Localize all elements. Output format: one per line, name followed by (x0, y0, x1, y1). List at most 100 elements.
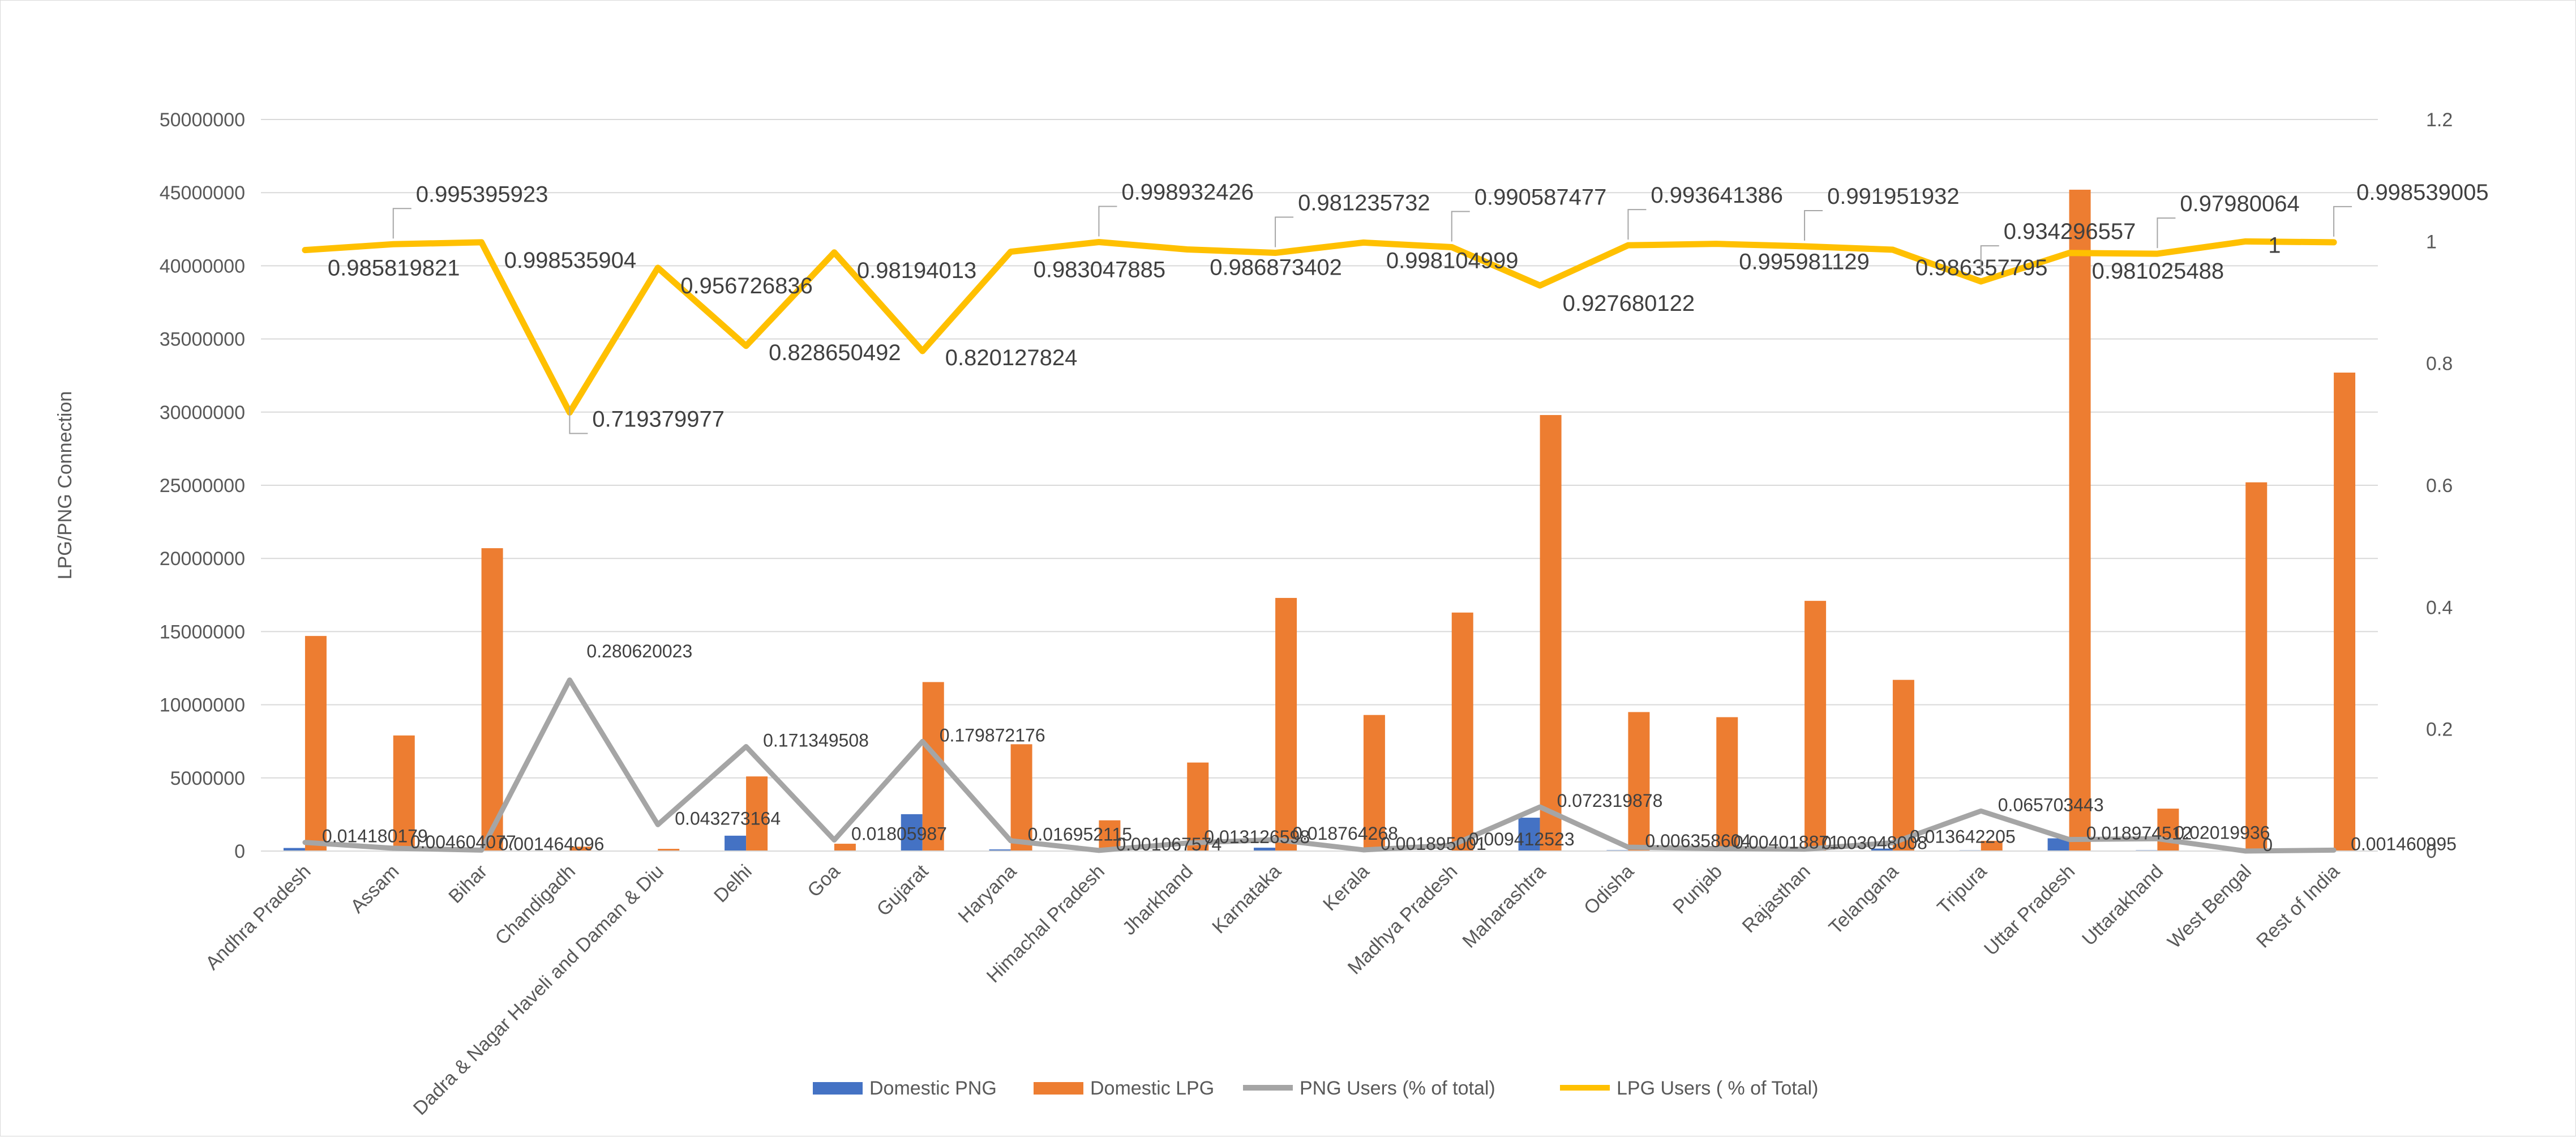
left-tick-label: 30000000 (160, 402, 245, 424)
bar (1805, 601, 1826, 851)
bar (2334, 373, 2355, 851)
category-label: Chandigadh (491, 861, 580, 950)
left-tick-label: 20000000 (160, 548, 245, 570)
right-axis-ticks: 00.20.40.60.811.2 (2426, 109, 2453, 862)
data-label: 0.995395923 (416, 182, 548, 207)
legend: Domestic PNG Domestic LPG PNG Users (% of … (813, 1078, 1819, 1099)
data-label: 0.956726836 (680, 273, 813, 298)
data-label: 0.981235732 (1298, 191, 1430, 216)
category-label: Odisha (1580, 861, 1638, 919)
left-axis-ticks: 0 5000000 10000000 15000000 20000000 25000000… (160, 109, 245, 862)
legend-label: Domestic PNG (869, 1078, 997, 1099)
left-tick-label: 10000000 (160, 695, 245, 716)
legend-label: PNG Users (% of total) (1300, 1078, 1495, 1099)
category-label: Bihar (444, 861, 491, 908)
category-label: Jharkhand (1118, 861, 1197, 939)
data-label: 0.98194013 (857, 258, 976, 283)
bar (1275, 598, 1297, 851)
leader-line (1452, 211, 1470, 241)
data-label: 0.927680122 (1563, 291, 1695, 316)
right-tick-label: 0.4 (2426, 597, 2453, 618)
left-tick-label: 25000000 (160, 475, 245, 497)
leader-line (2157, 218, 2175, 248)
left-tick-label: 15000000 (160, 621, 245, 643)
category-label: Karnataka (1208, 861, 1285, 938)
category-label: Telangana (1825, 861, 1903, 939)
legend-label: LPG Users ( % of Total) (1617, 1078, 1819, 1099)
data-label: 0.072319878 (1557, 790, 1663, 811)
data-label: 0.013642205 (1910, 826, 2016, 847)
leader-line (2334, 207, 2352, 237)
data-label: 0.02019936 (2174, 822, 2270, 843)
data-label: 0.171349508 (763, 730, 869, 751)
category-label: West Bengal (2163, 861, 2256, 953)
data-label: 0.991951932 (1827, 184, 1960, 209)
left-tick-label: 35000000 (160, 329, 245, 350)
leader-line (1099, 206, 1117, 236)
data-label: 0.001460995 (2351, 833, 2457, 854)
data-label: 0.981025488 (2092, 259, 2224, 284)
data-label: 0.998539005 (2356, 180, 2489, 205)
category-label: Haryana (954, 861, 1021, 927)
category-label: Maharashtra (1458, 861, 1550, 952)
bar (1540, 415, 1562, 851)
data-label: 0.993641386 (1651, 183, 1783, 208)
data-label: 0.998535904 (504, 248, 637, 273)
bar (1893, 680, 1914, 851)
legend-label: Domestic LPG (1090, 1078, 1214, 1099)
data-label: 0.998932426 (1121, 179, 1254, 204)
leader-line (393, 208, 412, 238)
left-axis-title: LPG/PNG Connection (54, 391, 76, 580)
bar (2245, 482, 2267, 851)
data-label: 0.01805987 (851, 824, 947, 844)
data-label: 0.280620023 (586, 641, 692, 661)
category-label: Gujarat (873, 860, 933, 920)
category-label: Kerala (1319, 861, 1373, 915)
bar (725, 836, 746, 851)
bar (305, 636, 327, 851)
legend-swatch (1034, 1082, 1083, 1095)
data-label: 0.995981129 (1739, 250, 1870, 275)
data-label: 0.990587477 (1475, 185, 1607, 210)
data-label: 0 (2262, 835, 2273, 855)
left-tick-label: 50000000 (160, 109, 245, 131)
data-label: 0.001464096 (499, 833, 605, 854)
data-label: 0.043273164 (675, 808, 781, 828)
data-label: 0.179872176 (940, 725, 1045, 745)
data-label: 0.009412523 (1469, 829, 1575, 849)
data-label: 0.065703443 (1998, 794, 2104, 815)
data-label: 0.820127824 (945, 345, 1078, 370)
right-tick-label: 1 (2426, 231, 2437, 253)
category-label: Tripura (1933, 861, 1991, 918)
category-label: Punjab (1669, 861, 1726, 918)
right-tick-label: 1.2 (2426, 109, 2453, 131)
category-label: Uttar Pradesh (1980, 861, 2079, 960)
right-tick-label: 0.6 (2426, 475, 2453, 497)
right-tick-label: 0.8 (2426, 353, 2453, 375)
leader-line (1275, 217, 1293, 247)
left-tick-label: 45000000 (160, 182, 245, 204)
category-label: Rest of India (2252, 861, 2344, 952)
data-label: 0.983047885 (1034, 258, 1166, 283)
data-label: 0.828650492 (769, 340, 901, 365)
gridlines (261, 119, 2378, 778)
bar (482, 548, 503, 851)
data-label: 0.986873402 (1210, 255, 1342, 280)
category-label: Andhra Pradesh (202, 861, 315, 974)
right-tick-label: 0.2 (2426, 719, 2453, 741)
category-label: Assam (346, 861, 403, 917)
data-label: 0.985819821 (328, 256, 460, 281)
bar-series (284, 190, 2355, 851)
data-label: 0.719379977 (592, 407, 725, 431)
leader-line (1628, 210, 1646, 240)
bar (1452, 613, 1473, 851)
left-tick-label: 5000000 (170, 768, 245, 789)
bar (834, 844, 856, 851)
data-label: 1 (2268, 233, 2281, 258)
data-label: 0.934296557 (2004, 219, 2136, 244)
left-tick-label: 0 (234, 841, 245, 862)
category-label: Rajasthan (1738, 861, 1815, 937)
category-label: Delhi (710, 861, 756, 907)
